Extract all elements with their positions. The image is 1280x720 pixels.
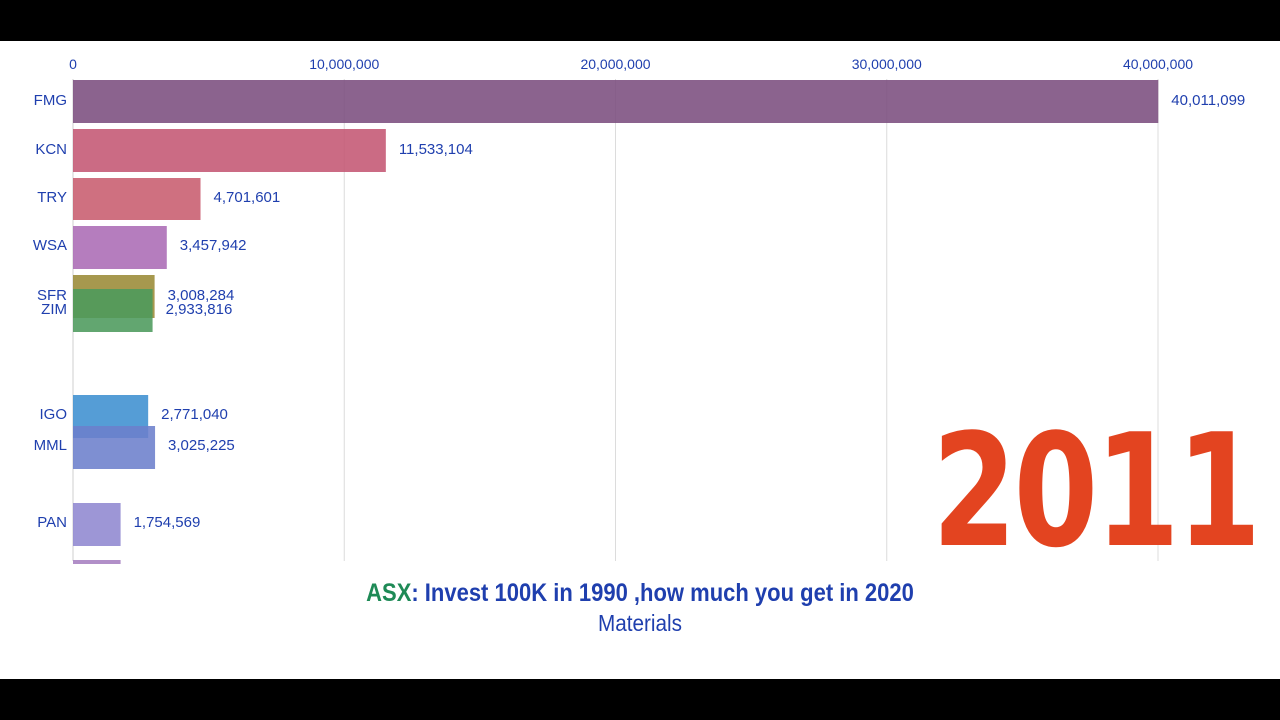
value-label: 3,025,225 <box>168 437 235 454</box>
chart-title-block: ASX: Invest 100K in 1990 ,how much you g… <box>0 579 1280 637</box>
bar-wsa <box>73 226 167 269</box>
category-label: PAN <box>37 514 67 531</box>
category-label: IGO <box>39 406 67 423</box>
category-label: ZIM <box>41 301 67 318</box>
value-label: 2,771,040 <box>161 406 228 423</box>
value-label: 11,533,104 <box>399 141 473 158</box>
category-label: SFR <box>37 287 67 304</box>
bar-fmg <box>73 80 1159 123</box>
x-tick-label: 20,000,000 <box>580 56 650 72</box>
chart-title: ASX: Invest 100K in 1990 ,how much you g… <box>77 579 1203 608</box>
bar-zim <box>73 289 153 332</box>
x-tick-label: 40,000,000 <box>1123 56 1193 72</box>
bar-chart: 0 10,000,000 20,000,000 30,000,000 40,000,00… <box>33 56 1245 564</box>
value-label: 1,754,569 <box>134 514 201 531</box>
category-label: TRY <box>37 189 67 206</box>
category-label: KCN <box>35 141 67 158</box>
bar-try <box>73 178 201 220</box>
chart-stage: 0 10,000,000 20,000,000 30,000,000 40,000,00… <box>0 41 1280 679</box>
category-label: FMG <box>34 92 67 109</box>
x-tick-label: 0 <box>69 56 77 72</box>
value-label: 3,008,284 <box>168 287 235 304</box>
chart-title-prefix: ASX <box>366 579 412 607</box>
chart-title-text: : Invest 100K in 1990 ,how much you get … <box>411 579 914 607</box>
category-label: WSA <box>33 237 67 254</box>
chart-subtitle: Materials <box>598 610 682 636</box>
value-label: 3,457,942 <box>180 237 247 254</box>
bar-pan <box>73 503 121 546</box>
bar-mml <box>73 426 156 469</box>
year-label: 2011 <box>931 400 1261 582</box>
x-tick-label: 30,000,000 <box>852 56 922 72</box>
category-label: MML <box>34 437 67 454</box>
bar-partial <box>73 560 121 564</box>
value-label: 40,011,099 <box>1171 92 1245 109</box>
value-label: 2,933,816 <box>166 301 233 318</box>
bar-kcn <box>73 129 386 172</box>
value-label: 4,701,601 <box>214 189 281 206</box>
x-tick-label: 10,000,000 <box>309 56 379 72</box>
